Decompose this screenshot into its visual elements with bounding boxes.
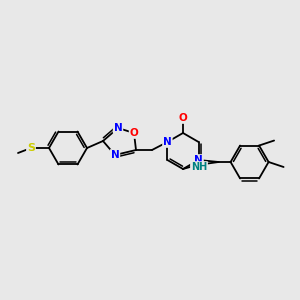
- Text: O: O: [130, 128, 138, 138]
- Text: NH: NH: [191, 162, 207, 172]
- Text: N: N: [111, 150, 119, 160]
- Text: N: N: [114, 123, 122, 133]
- Text: N: N: [163, 137, 172, 147]
- Text: N: N: [194, 155, 203, 165]
- Text: O: O: [178, 113, 188, 123]
- Text: S: S: [27, 143, 35, 153]
